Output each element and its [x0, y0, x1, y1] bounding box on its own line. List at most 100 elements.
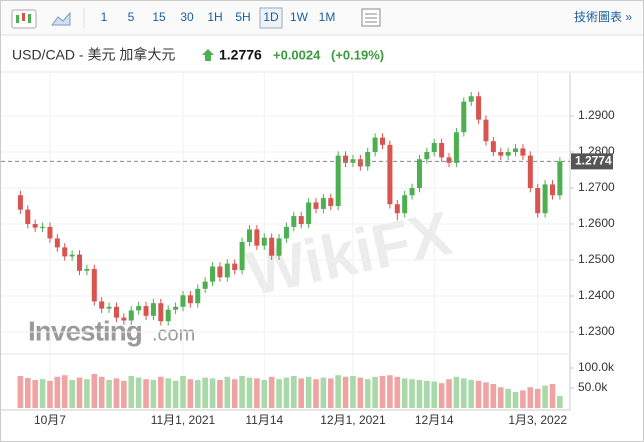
candle-body [320, 198, 326, 209]
candle-body [483, 119, 489, 142]
candle-body [476, 96, 482, 120]
interval-button[interactable]: 1W [290, 10, 309, 24]
candle-body [32, 224, 38, 228]
volume-bar [350, 376, 356, 408]
volume-bar [342, 376, 349, 408]
candle-icon[interactable] [11, 9, 37, 29]
volume-bar [305, 376, 312, 408]
table-icon[interactable] [361, 8, 381, 27]
candle-body [468, 96, 474, 102]
candle-body [106, 306, 112, 309]
volume-bar [379, 376, 386, 408]
volume-bar [461, 378, 467, 408]
interval-button[interactable]: 30 [180, 10, 194, 24]
volume-bar [17, 376, 24, 408]
candle-body [180, 295, 186, 307]
volume-bar [76, 377, 83, 408]
interval-button[interactable]: 15 [152, 10, 166, 24]
candle-body [453, 132, 459, 163]
volume-bar [98, 376, 105, 408]
volume-bar [47, 380, 53, 408]
volume-bar [106, 380, 112, 408]
candle-body [261, 237, 267, 246]
interval-button[interactable]: 1M [319, 10, 336, 24]
candle-body [165, 309, 171, 322]
icon [22, 13, 25, 21]
candle-body [113, 306, 119, 318]
volume-bar [61, 375, 68, 408]
volume-bar [202, 377, 208, 408]
area-icon[interactable] [51, 11, 71, 26]
technical-chart-link[interactable]: 技術圖表 » [574, 10, 632, 24]
candle-body [357, 159, 363, 167]
volume-bar [394, 376, 401, 408]
volume-bar [165, 378, 171, 408]
candle-body [54, 238, 60, 248]
y-tick-label: 1.2400 [578, 288, 615, 302]
candle-body [439, 143, 445, 158]
icon [28, 14, 31, 23]
candle-body [128, 310, 134, 321]
candle-body [498, 152, 504, 156]
price-change-pct: (+0.19%) [331, 47, 384, 62]
interval-button[interactable]: 1 [101, 10, 108, 24]
candle-body [394, 204, 400, 214]
candle-body [283, 226, 289, 239]
volume-bar [438, 383, 445, 408]
volume-bar [261, 380, 268, 408]
candle-body [461, 101, 467, 133]
volume-bar [24, 378, 31, 408]
volume-bar [483, 382, 489, 408]
candle-body [232, 263, 238, 271]
volume-bar [431, 381, 438, 408]
interval-button[interactable]: 1D [263, 10, 279, 24]
volume-bar [91, 374, 98, 408]
candle-body [195, 288, 201, 304]
volume-bar [187, 379, 194, 408]
candle-body [254, 229, 260, 246]
volume-bar [446, 379, 452, 408]
plot: 10月7 11月1, 2021 11月14 12月1, 2021 12月14 1月3, 2… [1, 73, 615, 427]
candle-body [291, 216, 297, 227]
candle-body [520, 148, 526, 156]
candle-body [513, 148, 519, 153]
candle-body [84, 269, 90, 271]
volume-bar [505, 388, 511, 408]
volume-bar [549, 384, 556, 408]
candle-body [77, 254, 83, 271]
volume-bar [468, 380, 474, 408]
volume-bar [84, 379, 90, 408]
volume-bar [113, 378, 120, 408]
y2-tick-label: 50.0k [578, 380, 608, 394]
volume-bar [401, 378, 408, 408]
y2-tick-label: 100.0k [578, 360, 615, 374]
candle-body [328, 198, 334, 207]
candle-body [446, 157, 452, 163]
volume-bar [143, 379, 149, 408]
candle-body [416, 159, 422, 189]
last-price: 1.2776 [219, 47, 262, 63]
interval-button[interactable]: 1H [207, 10, 222, 24]
candle-body [527, 155, 533, 189]
candle-body [535, 188, 541, 214]
pair-title: USD/CAD - 美元 加拿大元 [12, 47, 175, 63]
candle-body [409, 188, 415, 196]
candle-body [269, 237, 275, 256]
interval-button[interactable]: 5 [128, 10, 135, 24]
candle-body [343, 155, 349, 163]
candle-body [505, 152, 511, 156]
current-price-box [571, 153, 613, 170]
volume-bar [254, 378, 260, 408]
volume-bar [327, 378, 334, 408]
candle-body [313, 202, 319, 209]
volume-bar [364, 379, 371, 408]
interval-button[interactable]: 5H [235, 10, 250, 24]
x-tick-label: 10月7 [34, 413, 66, 427]
volume-bar [527, 387, 534, 408]
candle-body [431, 143, 437, 153]
volume-bar [276, 379, 282, 408]
candle-body [25, 209, 31, 225]
y-tick-label: 1.2700 [578, 180, 615, 194]
candle-body [40, 226, 46, 228]
candle-body [365, 152, 371, 167]
